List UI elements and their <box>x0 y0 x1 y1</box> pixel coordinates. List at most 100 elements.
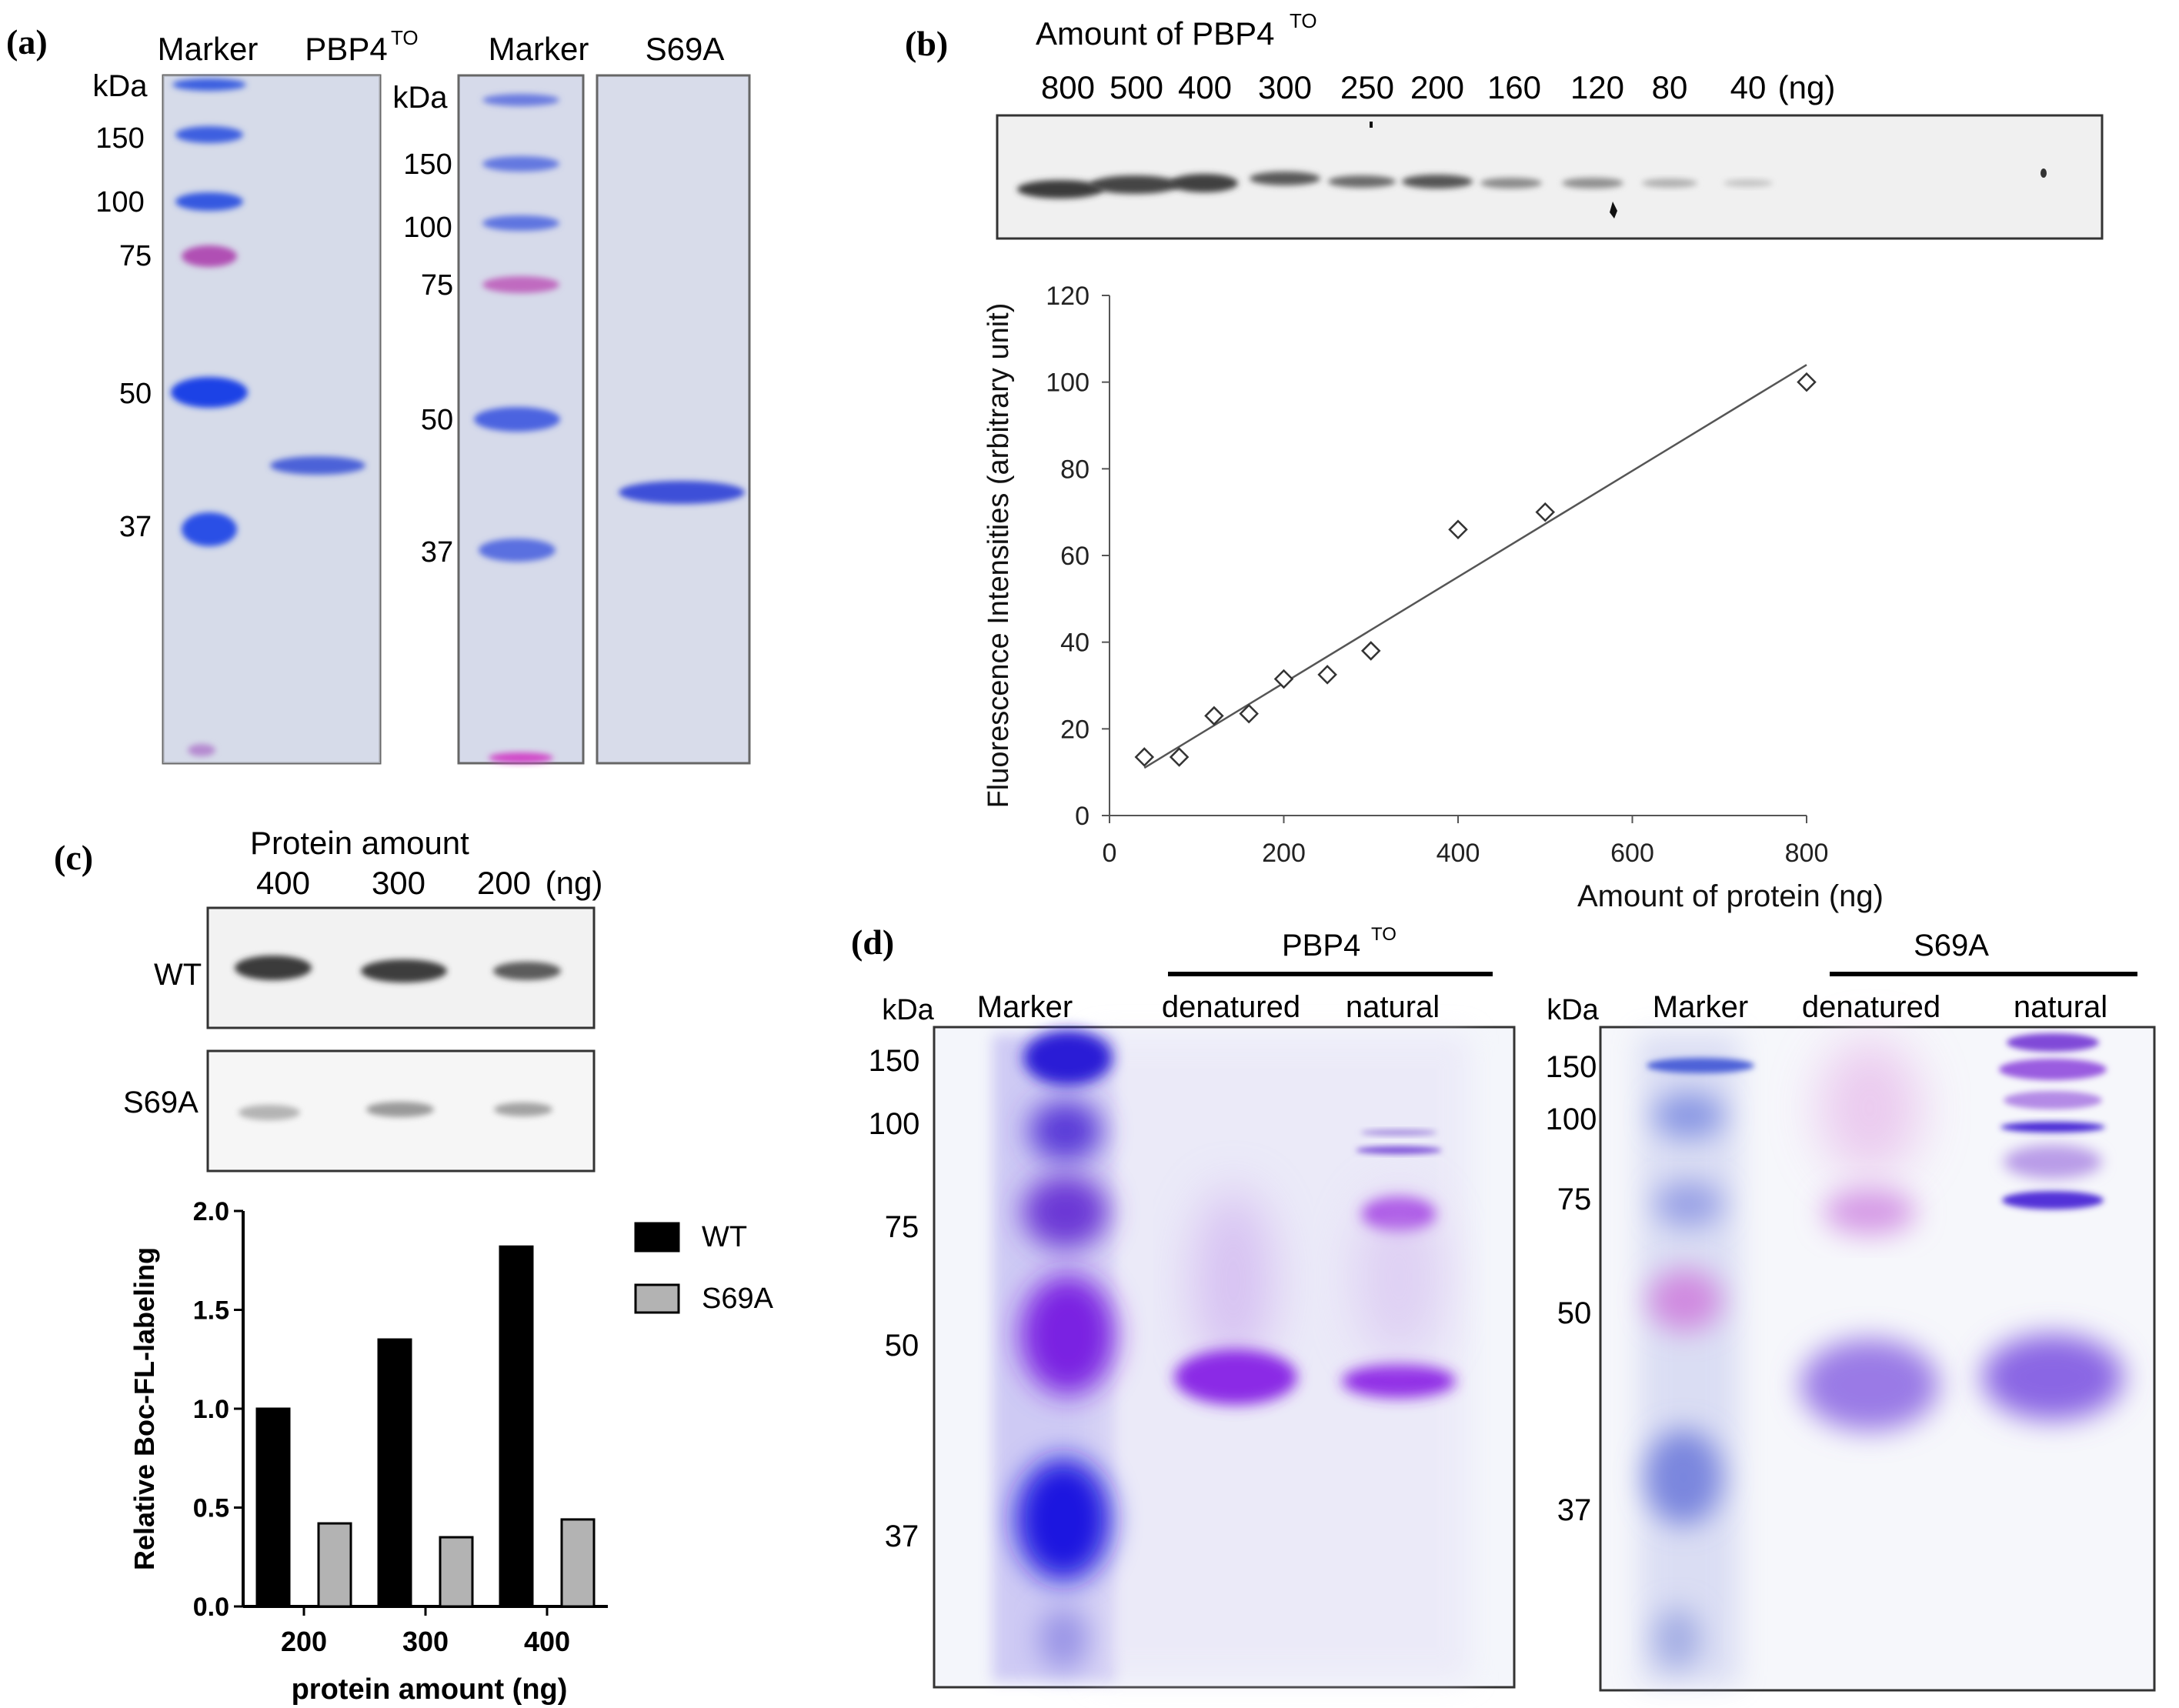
data-point-b <box>1317 665 1337 685</box>
gel-b <box>996 114 2104 240</box>
x-tick-label-b: 400 <box>1437 839 1480 868</box>
gel2-lane-marker: Marker <box>489 31 589 67</box>
x-tick-label-b: 800 <box>1785 839 1829 868</box>
gel-d1-unit: kDa <box>882 994 934 1026</box>
y-tick-label-b: 20 <box>1060 715 1090 744</box>
band-a2-100 <box>482 215 559 231</box>
band-d2-natural <box>1982 1334 2124 1420</box>
y-tick-label-b: 100 <box>1046 369 1090 398</box>
gel-d1-marker-37: 37 <box>885 1520 919 1553</box>
band-a2-37 <box>479 539 556 562</box>
c-lane-amount-300: 300 <box>372 865 425 901</box>
gel-d2-marker-100: 100 <box>1546 1103 1597 1136</box>
band-b-400 <box>1170 174 1238 192</box>
band-d1-75 <box>1023 1175 1109 1249</box>
lane-amount-400: 400 <box>1178 69 1232 105</box>
panel-b-title-sup: TO <box>1290 9 1317 32</box>
legend-swatch-wt <box>634 1222 680 1253</box>
gel-d1-marker-75: 75 <box>885 1210 919 1244</box>
band-b-40 <box>1724 179 1773 187</box>
y-tick-label-b: 0 <box>1075 802 1090 831</box>
c-lane-amount-200: 200 <box>477 865 531 901</box>
gel-a2-unit: kDa <box>392 81 448 115</box>
gel-d1-lane-denatured: denatured <box>1162 990 1300 1024</box>
gel-d1-lane-natural: natural <box>1346 990 1440 1024</box>
lane-amount-200: 200 <box>1410 69 1464 105</box>
bar-wt-300 <box>377 1338 412 1608</box>
x-tick-label-c: 300 <box>402 1626 449 1657</box>
y-tick-label-b: 80 <box>1060 455 1090 484</box>
data-point-b <box>1273 669 1294 689</box>
gel-d1-lane-marker: Marker <box>977 990 1073 1024</box>
data-point-b <box>1239 703 1259 724</box>
gel-d1-group: PBP4 <box>1282 929 1360 962</box>
x-tick-label-b: 600 <box>1610 839 1654 868</box>
y-tick-label-b: 120 <box>1046 282 1090 311</box>
gel-d2-lane-denatured: denatured <box>1802 990 1940 1024</box>
x-tick-label-b: 200 <box>1262 839 1306 868</box>
blot-c-wt: WT <box>154 906 596 1029</box>
band-d2-50 <box>1648 1269 1722 1331</box>
panel-a: (a) Marker PBP4 TO Marker S69A kDa 150 1… <box>6 22 751 765</box>
panel-c: (c) Protein amount 400 300 200 (ng) WT S… <box>54 825 774 1706</box>
band-a1-150 <box>175 126 243 143</box>
data-point-b <box>1204 706 1224 726</box>
x-axis-label-b: Amount of protein (ng) <box>1577 879 1884 913</box>
gel-a2-marker-50: 50 <box>421 404 453 436</box>
panel-a-label: (a) <box>6 22 48 62</box>
row-label-s69a: S69A <box>123 1086 199 1119</box>
band-b-160 <box>1480 178 1542 188</box>
band-b-500 <box>1090 175 1180 194</box>
band-d2-natural-100 <box>2000 1122 2105 1133</box>
gel-a1-unit: kDa <box>92 69 148 103</box>
band-a1-75 <box>182 245 237 267</box>
band-c-wt-200 <box>493 962 561 980</box>
gel-a1-marker-37: 37 <box>119 511 152 543</box>
gel-d1-marker-50: 50 <box>885 1329 919 1363</box>
panel-d: (d) kDa Marker denatured natural PBP4 TO <box>851 922 2156 1692</box>
panel-c-label: (c) <box>54 838 93 877</box>
bar-s69a-400 <box>560 1518 596 1608</box>
lane-amount-80: 80 <box>1652 69 1688 105</box>
scatter-chart: 0 20 40 60 80 100 120 0 200 400 600 800 Amount of pr… <box>983 282 1884 913</box>
band-d1-50 <box>1020 1275 1116 1395</box>
x-tick-label-b: 0 <box>1103 839 1117 868</box>
y-tick-label-c: 0.0 <box>193 1593 229 1622</box>
band-a2-150 <box>482 156 559 172</box>
band-d1-natural <box>1342 1364 1456 1398</box>
gel-d1: kDa Marker denatured natural PBP4 TO 150… <box>869 924 1516 1689</box>
gel-a1-marker-100: 100 <box>95 186 144 219</box>
gel-a2-marker-75: 75 <box>421 269 453 302</box>
band-b-120 <box>1562 178 1623 188</box>
data-point-b <box>1448 519 1468 539</box>
x-axis-label-c: protein amount (ng) <box>292 1673 568 1706</box>
y-tick-label-b: 40 <box>1060 629 1090 658</box>
y-tick-label-c: 0.5 <box>193 1494 229 1523</box>
y-tick-label-c: 2.0 <box>193 1197 229 1226</box>
bar-s69a-300 <box>439 1536 474 1608</box>
band-a1-top <box>172 78 246 91</box>
band-c-s69a-200 <box>494 1103 552 1116</box>
data-point-b <box>1169 747 1190 767</box>
gel-d1-marker-150: 150 <box>869 1044 920 1078</box>
panel-d-label: (d) <box>851 922 894 962</box>
band-a2-s69a <box>619 481 745 504</box>
gel-d2-marker-50: 50 <box>1557 1296 1592 1330</box>
band-a2-75 <box>482 276 559 293</box>
x-tick-label-c: 400 <box>524 1626 570 1657</box>
bar-wt-400 <box>499 1245 534 1608</box>
lane-amount-300: 300 <box>1258 69 1312 105</box>
lane-amount-160: 160 <box>1487 69 1541 105</box>
band-d1-100 <box>1029 1100 1103 1162</box>
bar-s69a-200 <box>317 1522 352 1608</box>
y-axis-label-c: Relative Boc-FL-labeling <box>128 1247 160 1570</box>
band-d1-37 <box>1016 1458 1111 1581</box>
gel-d2-unit: kDa <box>1547 994 1599 1026</box>
gel-a1-marker-150: 150 <box>95 122 144 155</box>
x-tick-label-c: 200 <box>281 1626 327 1657</box>
gel-d1-marker-100: 100 <box>869 1107 920 1141</box>
data-point-b <box>1134 747 1155 767</box>
lane-amount-unit: (ng) <box>1778 69 1836 105</box>
c-lane-amount-400: 400 <box>256 865 310 901</box>
band-c-wt-400 <box>235 956 312 980</box>
